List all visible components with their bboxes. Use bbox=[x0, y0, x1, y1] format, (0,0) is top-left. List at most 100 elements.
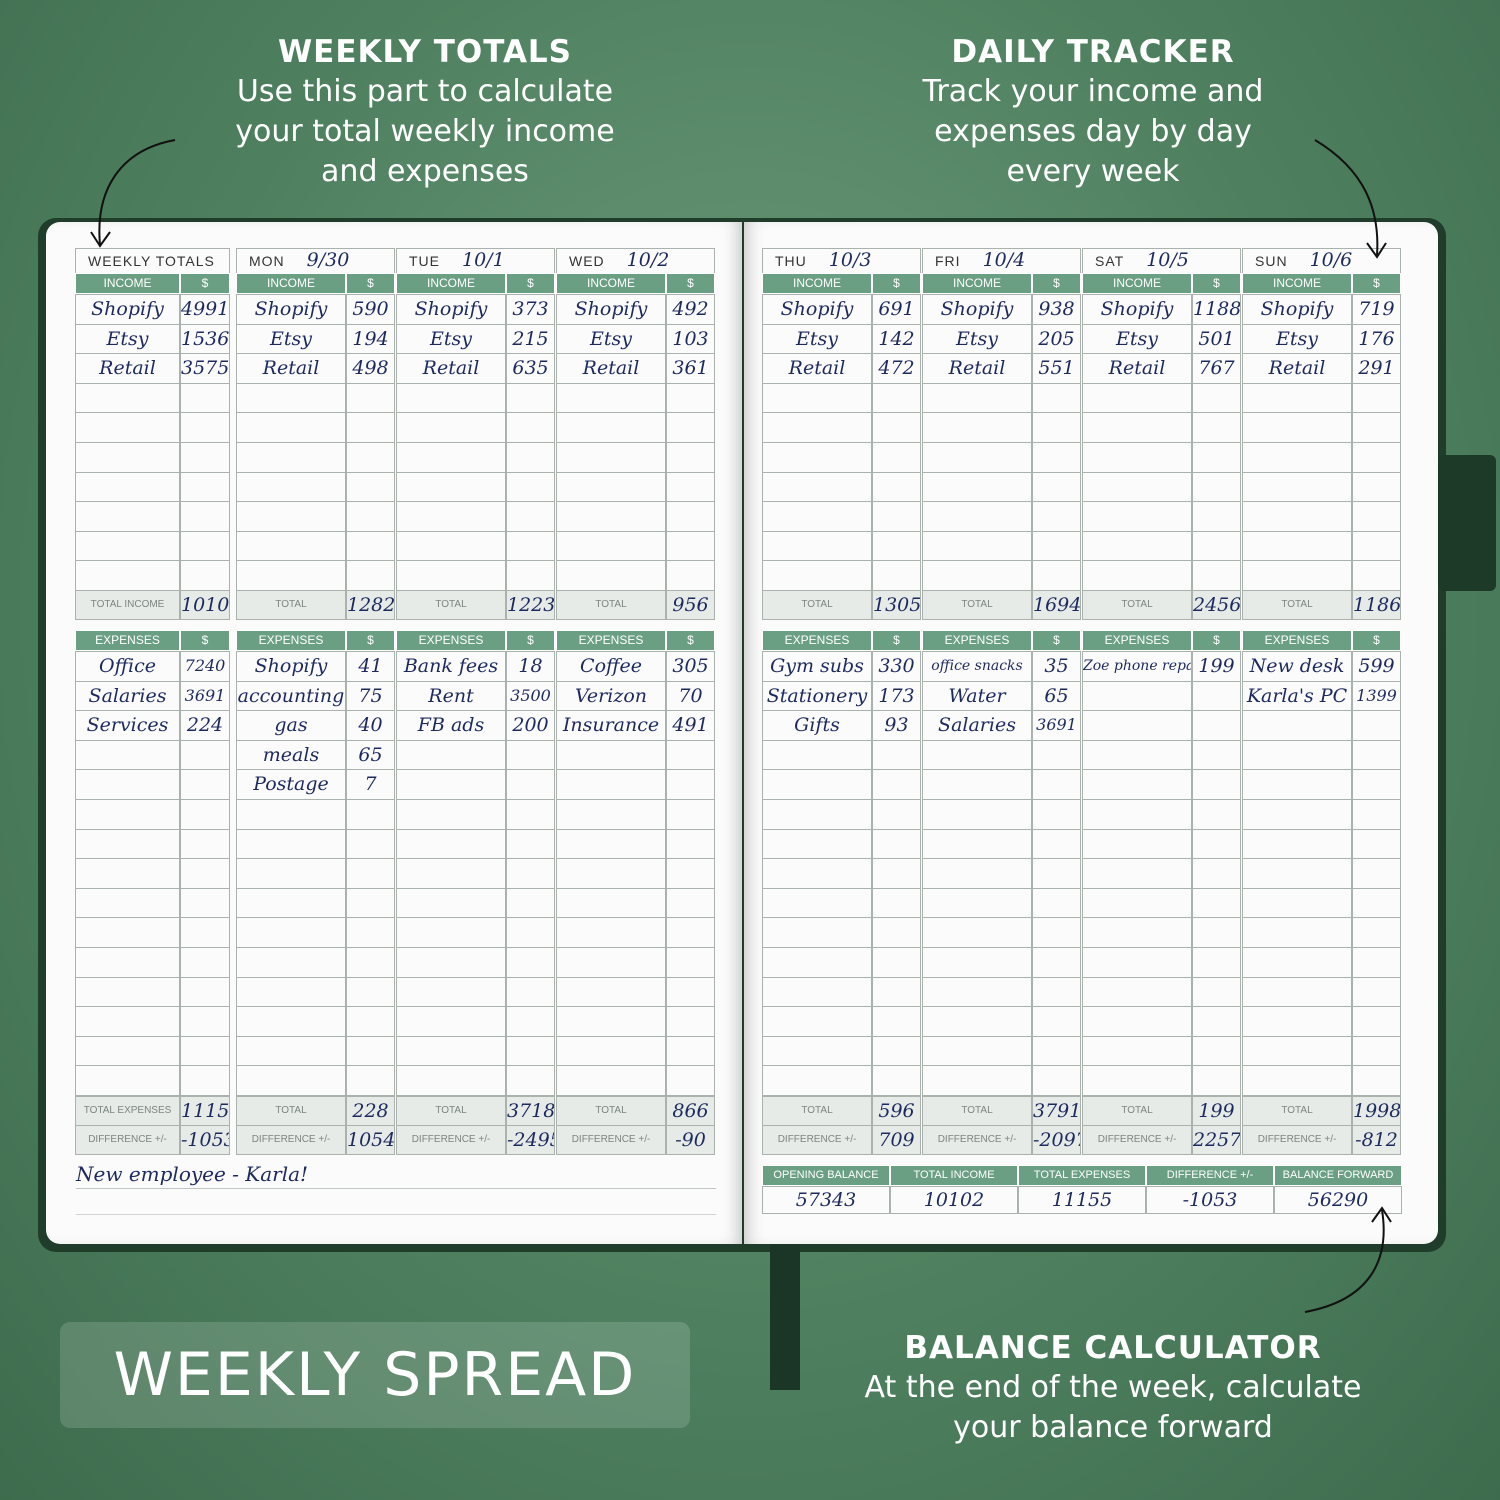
expense-item[interactable]: Salaries bbox=[922, 710, 1032, 741]
income-amount[interactable]: 1536 bbox=[180, 323, 230, 355]
expense-amount[interactable] bbox=[180, 947, 230, 978]
income-amount[interactable]: 767 bbox=[1192, 353, 1241, 384]
expense-amount[interactable]: 70 bbox=[666, 680, 715, 712]
income-amount[interactable]: 938 bbox=[1032, 294, 1081, 325]
expense-item[interactable] bbox=[396, 828, 506, 860]
income-amount[interactable]: 215 bbox=[506, 323, 555, 355]
expense-item[interactable] bbox=[1242, 710, 1352, 741]
expense-amount[interactable] bbox=[180, 887, 230, 919]
expense-item[interactable] bbox=[75, 769, 180, 800]
income-item[interactable] bbox=[1082, 471, 1192, 503]
income-amount[interactable] bbox=[872, 471, 921, 503]
expense-amount[interactable] bbox=[346, 828, 395, 860]
income-item[interactable]: Retail bbox=[75, 353, 180, 384]
income-amount[interactable] bbox=[180, 560, 230, 591]
expense-item[interactable]: New desk bbox=[1242, 651, 1352, 682]
expense-item[interactable] bbox=[762, 799, 872, 830]
expense-amount[interactable] bbox=[1032, 828, 1081, 860]
expense-item[interactable] bbox=[556, 917, 666, 948]
expense-item[interactable] bbox=[1082, 769, 1192, 800]
expense-item[interactable] bbox=[75, 799, 180, 830]
income-item[interactable]: Etsy bbox=[396, 323, 506, 355]
expense-item[interactable] bbox=[396, 858, 506, 889]
expense-amount[interactable] bbox=[1192, 739, 1241, 771]
expense-amount[interactable] bbox=[1352, 887, 1401, 919]
expense-amount[interactable] bbox=[1192, 1006, 1241, 1037]
expense-item[interactable] bbox=[556, 887, 666, 919]
income-item[interactable] bbox=[556, 442, 666, 473]
income-item[interactable] bbox=[396, 530, 506, 562]
expense-amount[interactable] bbox=[1032, 1035, 1081, 1067]
income-item[interactable] bbox=[762, 442, 872, 473]
income-amount[interactable]: 194 bbox=[346, 323, 395, 355]
income-amount[interactable] bbox=[872, 560, 921, 591]
income-item[interactable] bbox=[396, 560, 506, 591]
income-amount[interactable]: 635 bbox=[506, 353, 555, 384]
expense-item[interactable] bbox=[1242, 828, 1352, 860]
balance-value[interactable]: 11155 bbox=[1018, 1186, 1146, 1214]
expense-item[interactable] bbox=[1242, 1006, 1352, 1037]
expense-amount[interactable] bbox=[180, 769, 230, 800]
balance-value[interactable]: -1053 bbox=[1146, 1186, 1274, 1214]
difference-value[interactable]: 1054 bbox=[346, 1125, 395, 1155]
income-item[interactable] bbox=[922, 501, 1032, 532]
expense-amount[interactable] bbox=[1192, 887, 1241, 919]
income-amount[interactable] bbox=[666, 442, 715, 473]
expense-item[interactable]: Gifts bbox=[762, 710, 872, 741]
expense-item[interactable] bbox=[396, 976, 506, 1008]
expense-amount[interactable] bbox=[1032, 739, 1081, 771]
income-item[interactable]: Retail bbox=[1082, 353, 1192, 384]
expense-item[interactable] bbox=[922, 1006, 1032, 1037]
expense-item[interactable] bbox=[762, 947, 872, 978]
expense-item[interactable] bbox=[1082, 858, 1192, 889]
expense-item[interactable] bbox=[1242, 739, 1352, 771]
expense-amount[interactable]: 7240 bbox=[180, 651, 230, 682]
expense-item[interactable] bbox=[1242, 947, 1352, 978]
total-expenses-value[interactable]: 596 bbox=[872, 1096, 921, 1126]
income-amount[interactable] bbox=[1192, 471, 1241, 503]
income-item[interactable] bbox=[1242, 530, 1352, 562]
income-item[interactable] bbox=[75, 471, 180, 503]
income-amount[interactable] bbox=[872, 501, 921, 532]
expense-item[interactable] bbox=[236, 858, 346, 889]
expense-item[interactable] bbox=[922, 858, 1032, 889]
expense-item[interactable] bbox=[922, 1035, 1032, 1067]
expense-amount[interactable] bbox=[180, 1006, 230, 1037]
expense-amount[interactable] bbox=[666, 1006, 715, 1037]
expense-item[interactable] bbox=[1082, 1035, 1192, 1067]
income-amount[interactable] bbox=[666, 471, 715, 503]
difference-value[interactable]: 709 bbox=[872, 1125, 921, 1155]
difference-value[interactable]: -2097 bbox=[1032, 1125, 1081, 1155]
expense-amount[interactable]: 93 bbox=[872, 710, 921, 741]
income-item[interactable]: Shopify bbox=[922, 294, 1032, 325]
income-amount[interactable]: 3575 bbox=[180, 353, 230, 384]
expense-amount[interactable] bbox=[180, 1065, 230, 1096]
total-income-value[interactable]: 2456 bbox=[1192, 590, 1241, 620]
expense-amount[interactable] bbox=[666, 858, 715, 889]
income-amount[interactable] bbox=[1192, 501, 1241, 532]
income-item[interactable] bbox=[922, 530, 1032, 562]
income-amount[interactable] bbox=[666, 412, 715, 443]
expense-item[interactable] bbox=[75, 947, 180, 978]
income-amount[interactable]: 551 bbox=[1032, 353, 1081, 384]
expense-item[interactable] bbox=[236, 1065, 346, 1096]
expense-item[interactable] bbox=[75, 858, 180, 889]
expense-item[interactable] bbox=[236, 828, 346, 860]
income-item[interactable] bbox=[1082, 382, 1192, 414]
expense-item[interactable] bbox=[922, 947, 1032, 978]
expense-item[interactable]: Shopify bbox=[236, 651, 346, 682]
expense-amount[interactable] bbox=[180, 828, 230, 860]
expense-amount[interactable] bbox=[506, 769, 555, 800]
expense-amount[interactable] bbox=[1192, 769, 1241, 800]
income-amount[interactable] bbox=[1352, 382, 1401, 414]
date[interactable]: 10/4 bbox=[982, 249, 1026, 271]
income-item[interactable]: Shopify bbox=[762, 294, 872, 325]
income-item[interactable] bbox=[556, 560, 666, 591]
expense-amount[interactable] bbox=[872, 1035, 921, 1067]
date[interactable]: 10/5 bbox=[1146, 249, 1189, 271]
income-item[interactable] bbox=[1082, 501, 1192, 532]
expense-amount[interactable] bbox=[346, 976, 395, 1008]
income-amount[interactable] bbox=[346, 442, 395, 473]
expense-amount[interactable] bbox=[666, 828, 715, 860]
expense-amount[interactable]: 18 bbox=[506, 651, 555, 682]
